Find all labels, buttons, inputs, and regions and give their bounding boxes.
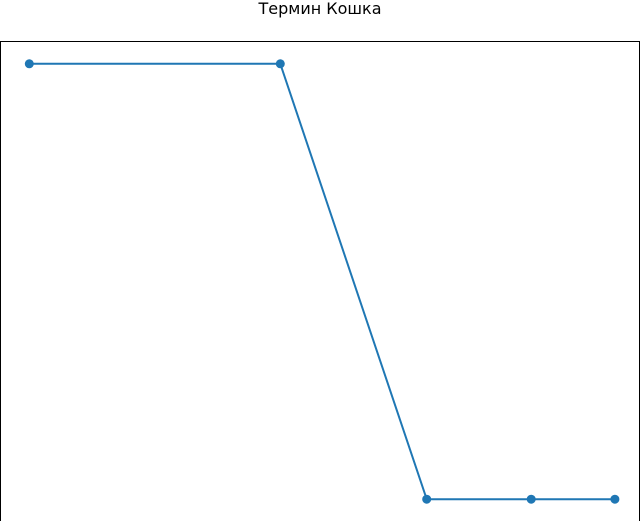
chart-title: Термин Кошка <box>258 0 382 18</box>
data-point-0-2 <box>422 494 432 504</box>
data-point-0-1 <box>275 59 285 69</box>
data-point-0-4 <box>610 494 620 504</box>
data-point-0-0 <box>24 59 34 69</box>
data-point-0-3 <box>526 494 536 504</box>
plot-area-frame <box>0 41 640 521</box>
series-layer <box>24 59 620 504</box>
